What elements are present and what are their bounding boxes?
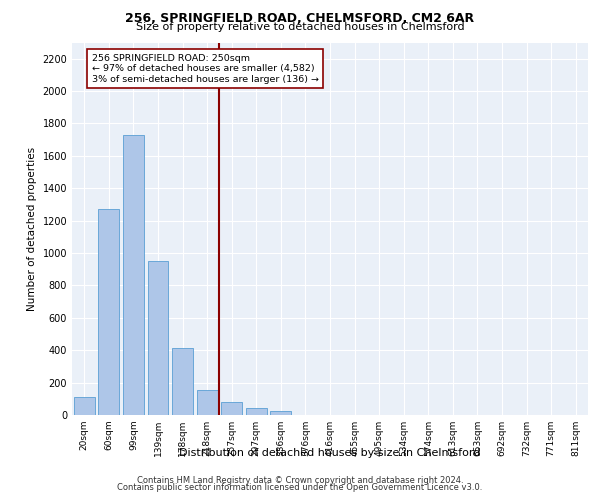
Bar (221, 402, 242, 415)
Text: 256 SPRINGFIELD ROAD: 250sqm
← 97% of detached houses are smaller (4,582)
3% of : 256 SPRINGFIELD ROAD: 250sqm ← 97% of de… (92, 54, 319, 84)
Y-axis label: Number of detached properties: Number of detached properties (27, 146, 37, 311)
Bar (197, 390, 218, 415)
Bar (74, 397, 95, 415)
Bar (148, 261, 169, 415)
Text: 256, SPRINGFIELD ROAD, CHELMSFORD, CM2 6AR: 256, SPRINGFIELD ROAD, CHELMSFORD, CM2 6… (125, 12, 475, 26)
Bar (172, 348, 193, 415)
Text: Distribution of detached houses by size in Chelmsford: Distribution of detached houses by size … (179, 448, 481, 458)
Text: Size of property relative to detached houses in Chelmsford: Size of property relative to detached ho… (136, 22, 464, 32)
Bar (123, 135, 144, 415)
Text: Contains public sector information licensed under the Open Government Licence v3: Contains public sector information licen… (118, 484, 482, 492)
Bar (98, 210, 119, 415)
Bar (246, 408, 267, 415)
Bar (271, 411, 292, 415)
Text: Contains HM Land Registry data © Crown copyright and database right 2024.: Contains HM Land Registry data © Crown c… (137, 476, 463, 485)
